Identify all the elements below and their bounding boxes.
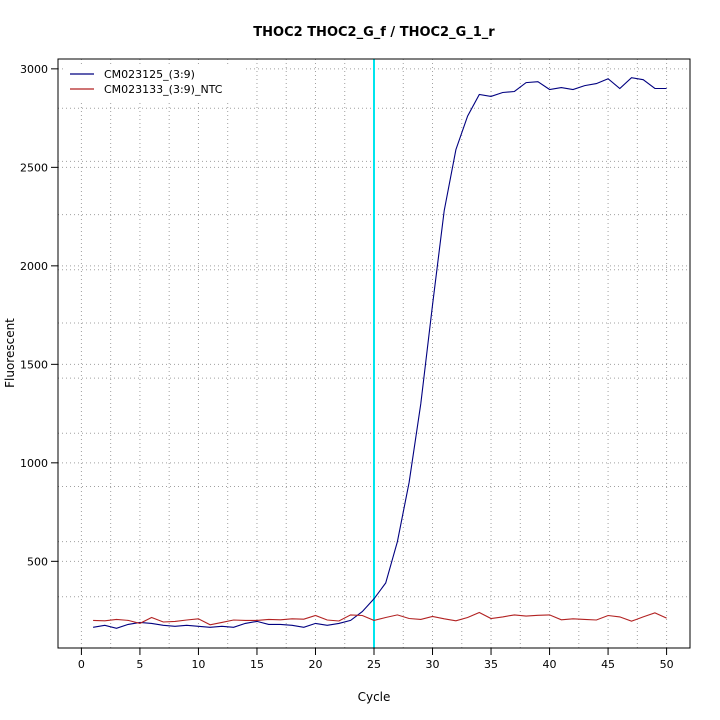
x-tick-label: 0 [78,658,85,671]
y-tick-label: 1000 [20,457,48,470]
y-tick-label: 3000 [20,63,48,76]
axes: 0 5 10 15 20 25 30 35 40 45 50 500 1000 1500 2000 2500 3… [20,63,674,671]
y-tick-label: 500 [27,555,48,568]
legend-box [63,64,245,102]
x-tick-label: 10 [191,658,205,671]
legend-label: CM023125_(3:9) [104,68,195,81]
x-tick-label: 20 [308,658,322,671]
series-line-1 [93,77,667,629]
x-tick-label: 40 [543,658,557,671]
y-tick-label: 1500 [20,358,48,371]
x-tick-label: 25 [367,658,381,671]
x-tick-label: 35 [484,658,498,671]
x-tick-label: 50 [660,658,674,671]
y-tick-label: 2500 [20,161,48,174]
legend: CM023125_(3:9) CM023133_(3:9)_NTC [63,64,245,102]
x-tick-label: 15 [250,658,264,671]
y-tick-label: 2000 [20,260,48,273]
series-line-2 [93,611,667,626]
x-tick-label: 45 [601,658,615,671]
series-lines [93,59,667,648]
x-tick-label: 5 [136,658,143,671]
legend-label: CM023133_(3:9)_NTC [104,83,223,96]
x-tick-label: 30 [426,658,440,671]
y-axis-title: Fluorescent [3,318,17,388]
chart-title: THOC2 THOC2_G_f / THOC2_G_1_r [253,25,495,40]
x-axis-title: Cycle [358,690,391,704]
plot-frame [57,58,691,649]
